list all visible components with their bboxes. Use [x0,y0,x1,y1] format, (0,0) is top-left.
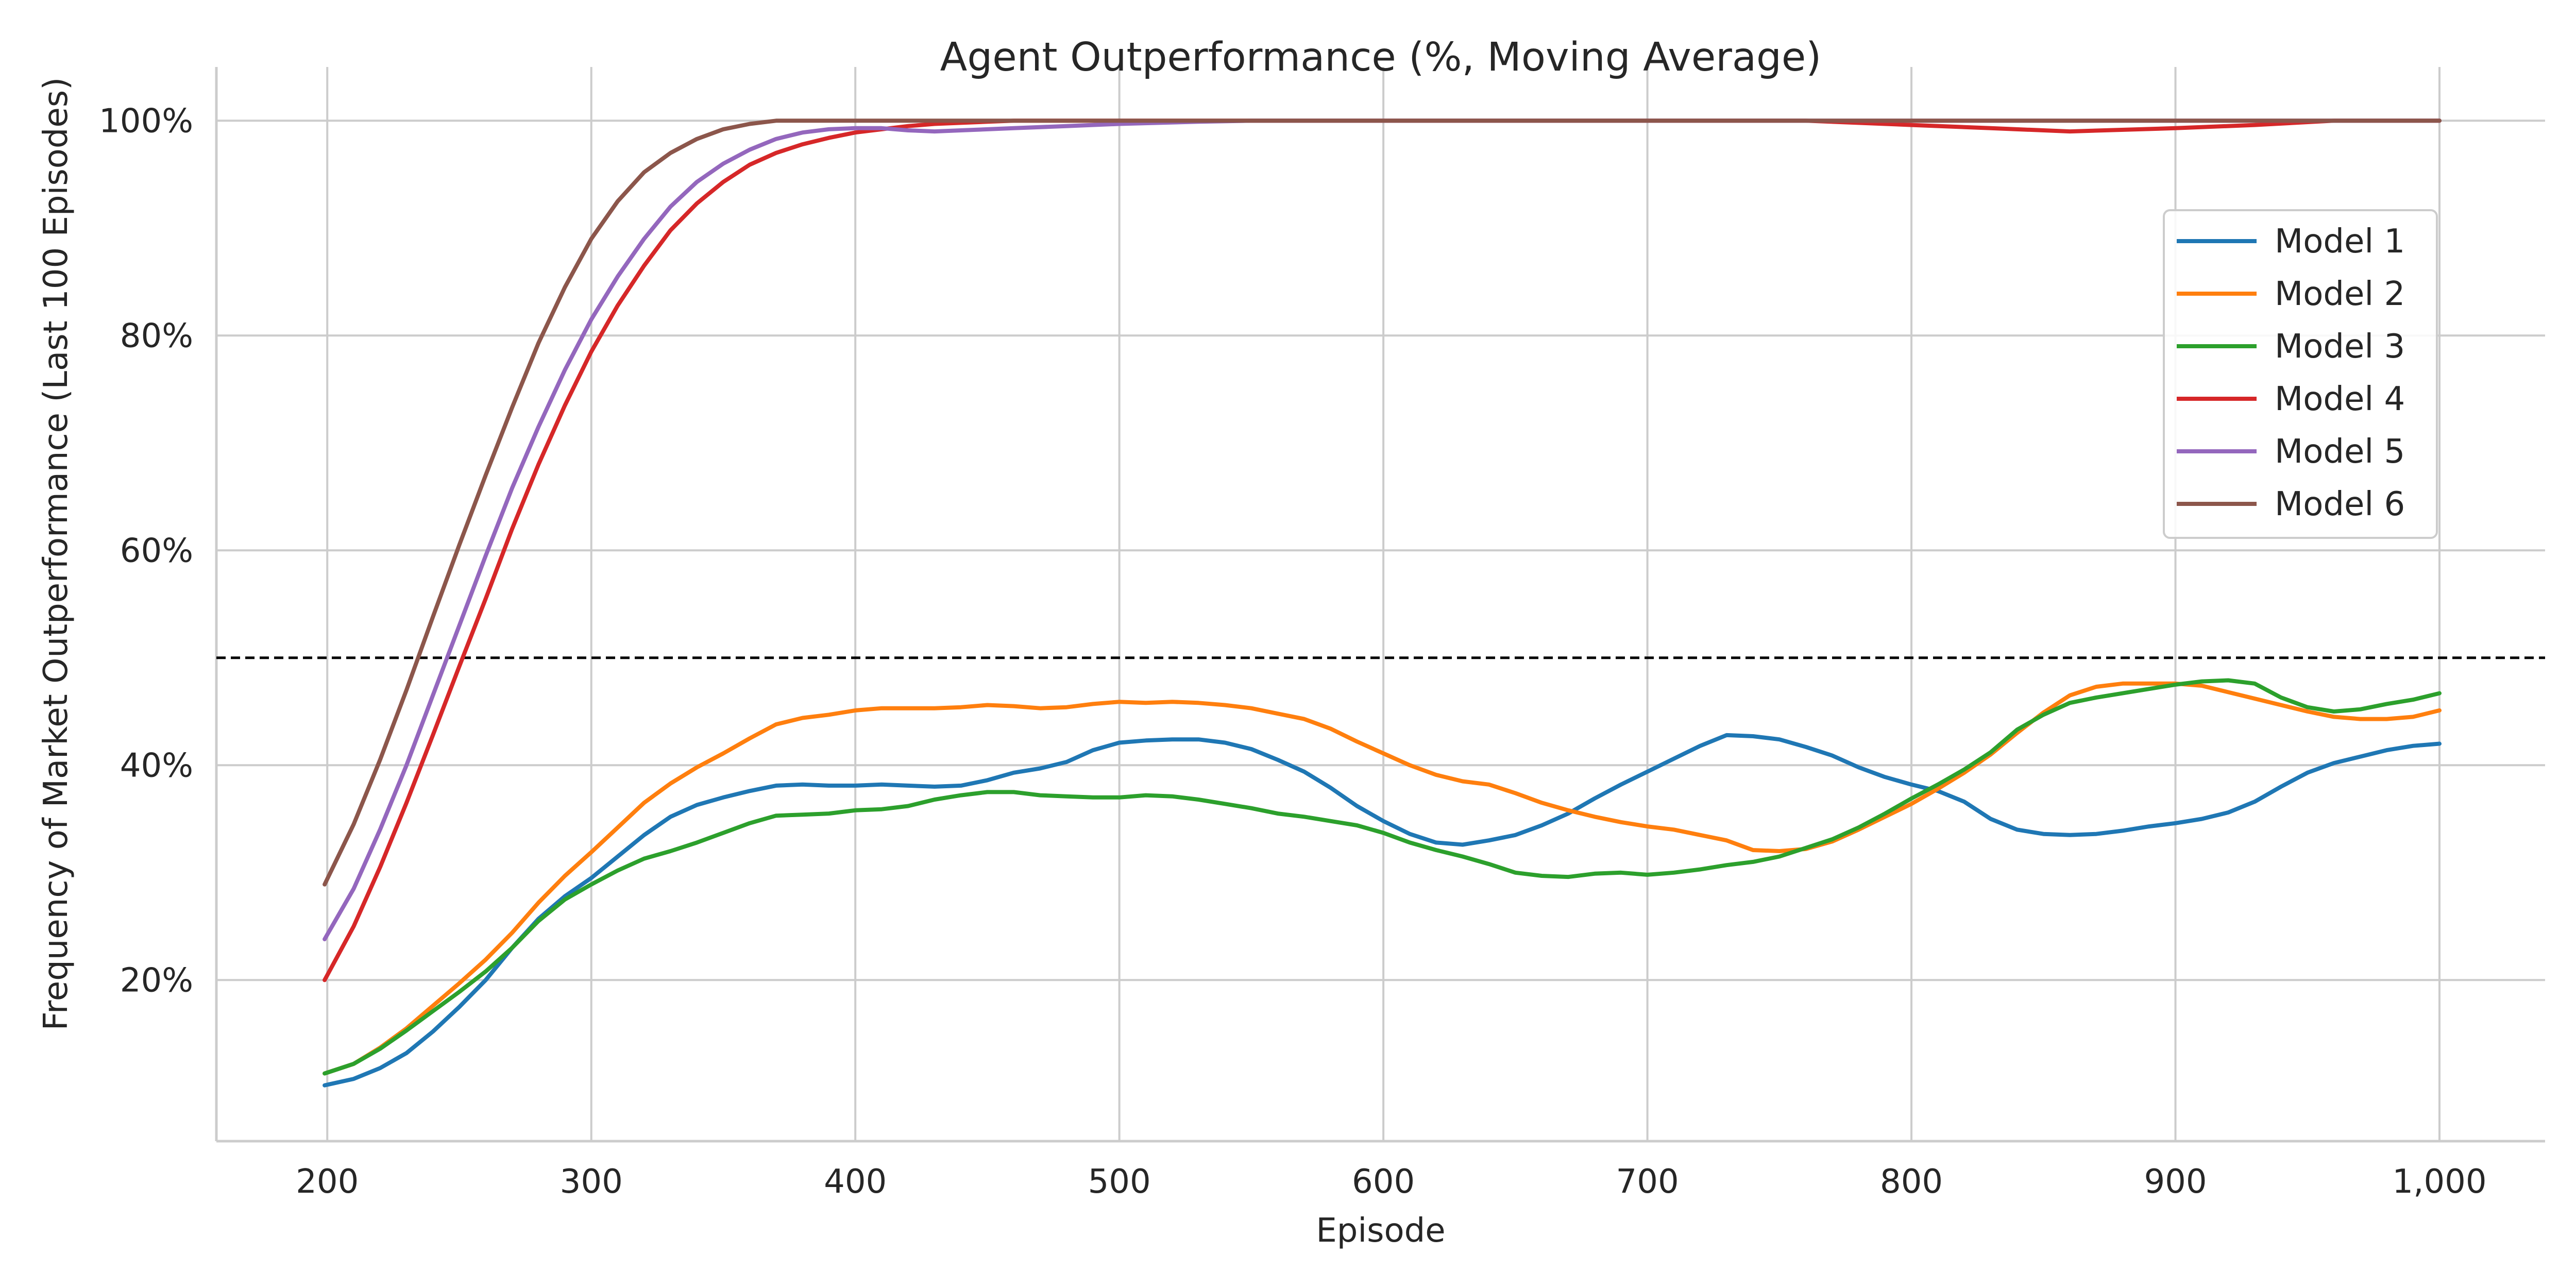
legend-label-model-6: Model 6 [2275,485,2405,523]
y-axis-label: Frequency of Market Outperformance (Last… [37,77,75,1030]
axes-spines [215,67,2545,1143]
series-line-model-1 [323,733,2442,1088]
x-tick-label: 600 [1352,1163,1415,1201]
x-tick-label: 200 [296,1163,359,1201]
series-line-model-5 [323,118,2442,941]
x-tick-label: 700 [1616,1163,1679,1201]
y-tick-label: 100% [99,102,193,140]
series-line-model-4 [323,118,2442,982]
x-tick-label: 1,000 [2392,1163,2486,1201]
series-line-model-3 [323,678,2442,1076]
y-tick-label: 60% [120,532,193,570]
legend-items: Model 1 Model 2 Model 3 Model 4 Model 5 Model… [2177,223,2405,523]
legend-label-model-1: Model 1 [2275,223,2405,261]
x-tick-label: 400 [824,1163,887,1201]
x-tick-label: 800 [1880,1163,1943,1201]
series-line-model-2 [323,681,2442,1076]
x-tick-label: 900 [2144,1163,2207,1201]
x-tick-label: 500 [1088,1163,1151,1201]
x-axis-label: Episode [1316,1212,1445,1250]
x-axis-ticks: 200 300 400 500 600 700 800 900 1,000 [296,1163,2486,1201]
legend-label-model-3: Model 3 [2275,328,2405,366]
series-lines [323,118,2442,1088]
y-tick-label: 20% [120,961,193,999]
y-tick-label: 40% [120,747,193,785]
legend-label-model-4: Model 4 [2275,380,2405,418]
series-line-model-6 [323,118,2442,887]
legend-label-model-5: Model 5 [2275,433,2405,471]
y-axis-ticks: 20% 40% 60% 80% 100% [99,102,193,999]
y-tick-label: 80% [120,317,193,355]
legend-label-model-2: Model 2 [2275,275,2405,313]
legend: Model 1 Model 2 Model 3 Model 4 Model 5 Model… [2163,209,2438,539]
chart-title: Agent Outperformance (%, Moving Average) [940,35,1822,80]
x-tick-label: 300 [560,1163,623,1201]
